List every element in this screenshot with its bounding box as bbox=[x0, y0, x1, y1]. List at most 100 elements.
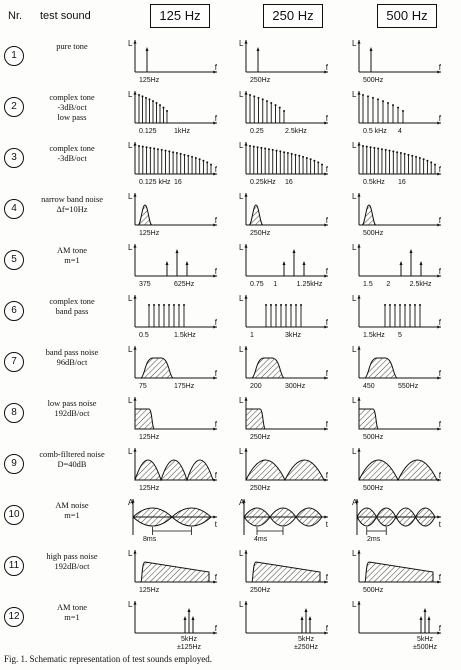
harmonic-tip bbox=[285, 304, 287, 306]
harmonic-tip bbox=[141, 145, 144, 148]
plot-cell: Lf 0.25kHz 16 bbox=[239, 141, 329, 186]
row-label: band pass noise 96dB/oct bbox=[22, 348, 122, 368]
harmonic-tip bbox=[399, 152, 402, 155]
row-number: 6 bbox=[4, 301, 24, 321]
row-label: AM tone m=1 bbox=[22, 246, 122, 266]
x-axis-head bbox=[213, 515, 217, 519]
plot-cell: Lf 250Hz bbox=[239, 549, 329, 594]
row-number: 7 bbox=[4, 352, 24, 372]
harmonic-tip bbox=[380, 148, 383, 151]
y-axis-head bbox=[244, 397, 248, 401]
spectral-line-head bbox=[145, 47, 149, 51]
row-label: complex tone band pass bbox=[22, 297, 122, 317]
x-axis-label: f bbox=[215, 318, 218, 327]
plot-cell: Lf 0.25 2.5kHz bbox=[239, 90, 329, 135]
x-axis-head bbox=[437, 580, 441, 584]
noise-band bbox=[140, 357, 174, 379]
y-axis-head bbox=[244, 40, 248, 44]
y-axis-label: A bbox=[239, 498, 245, 507]
harmonic-tip bbox=[270, 102, 273, 104]
x-axis-label: f bbox=[326, 420, 329, 429]
carrier-line-head bbox=[409, 249, 413, 253]
tick-label: 375 bbox=[139, 281, 151, 288]
y-axis-label: A bbox=[352, 498, 358, 507]
harmonic-tip bbox=[414, 304, 416, 306]
tick-label: 125Hz bbox=[139, 434, 160, 441]
harmonic-tip bbox=[260, 146, 263, 149]
row-label-line: high pass noise bbox=[46, 552, 98, 561]
tick-label: 300Hz bbox=[285, 383, 306, 390]
harmonic-tip bbox=[264, 147, 267, 150]
row-label-line: m=1 bbox=[64, 256, 80, 265]
harmonic-tip bbox=[313, 159, 316, 162]
plot-cell: At 2ms bbox=[352, 498, 442, 543]
x-axis-label: f bbox=[439, 420, 442, 429]
row-number: 2 bbox=[4, 97, 24, 117]
y-axis-head bbox=[133, 550, 137, 554]
harmonic-tip bbox=[274, 104, 277, 107]
harmonic-tip bbox=[286, 152, 289, 155]
harmonic-tip bbox=[183, 304, 185, 306]
plot-cell: Lf 1.5kHz 5 bbox=[352, 294, 442, 339]
x-axis-head bbox=[437, 515, 441, 519]
x-axis-head bbox=[213, 274, 217, 278]
y-axis-label: L bbox=[128, 396, 133, 405]
x-axis-head bbox=[324, 274, 328, 278]
harmonic-tip bbox=[309, 158, 312, 161]
x-axis-label: f bbox=[439, 369, 442, 378]
x-axis-label: f bbox=[439, 216, 442, 225]
tick-label: 0.25 bbox=[250, 128, 264, 135]
carrier-line-head bbox=[423, 608, 427, 612]
harmonic-tip bbox=[396, 151, 399, 154]
harmonic-tip bbox=[372, 96, 374, 99]
x-axis-head bbox=[213, 223, 217, 227]
noise-band bbox=[251, 561, 321, 583]
harmonic-tip bbox=[168, 150, 171, 153]
y-axis-head bbox=[133, 142, 137, 146]
tick-label: 500Hz bbox=[363, 485, 384, 492]
harmonic-tip bbox=[434, 163, 436, 166]
harmonic-tip bbox=[430, 161, 433, 164]
x-axis-label: f bbox=[215, 63, 218, 72]
row-label-line: pure tone bbox=[56, 42, 88, 51]
plot-cell: Lf 250Hz bbox=[239, 39, 329, 84]
x-axis-head bbox=[437, 121, 441, 125]
harmonic-tip bbox=[298, 154, 301, 157]
y-axis-label: L bbox=[239, 90, 244, 99]
x-axis-head bbox=[437, 376, 441, 380]
y-axis-head bbox=[244, 601, 248, 605]
noise-band bbox=[140, 561, 210, 583]
tick-label: 5kHz bbox=[417, 636, 433, 643]
tick-label: 0.125 bbox=[139, 128, 157, 135]
noise-band bbox=[364, 357, 398, 379]
harmonic-tip bbox=[206, 161, 209, 164]
x-axis-label: t bbox=[439, 520, 442, 529]
row-number: 8 bbox=[4, 403, 24, 423]
x-axis-label: f bbox=[326, 318, 329, 327]
harmonic-tip bbox=[402, 110, 404, 112]
comb-spectrum bbox=[134, 459, 214, 482]
y-axis-label: L bbox=[239, 192, 244, 201]
harmonic-tip bbox=[407, 153, 410, 156]
harmonic-tip bbox=[394, 304, 396, 306]
harmonic-tip bbox=[280, 304, 282, 306]
spectral-line-head bbox=[369, 47, 373, 51]
plot-cell: Lf 5kHz±250Hz bbox=[239, 600, 329, 651]
harmonic-tip bbox=[283, 151, 286, 154]
tick-label: 5 bbox=[398, 332, 402, 339]
harmonic-tip bbox=[275, 304, 277, 306]
harmonic-tip bbox=[373, 146, 376, 149]
harmonic-tip bbox=[152, 100, 154, 103]
row-label-line: D=40dB bbox=[57, 460, 87, 469]
harmonic-tip bbox=[365, 145, 368, 148]
y-axis-label: L bbox=[352, 396, 357, 405]
y-axis-label: L bbox=[239, 345, 244, 354]
x-axis-label: f bbox=[326, 624, 329, 633]
noise-band bbox=[361, 204, 377, 226]
tick-label: 1.5kHz bbox=[174, 332, 196, 339]
harmonic-tip bbox=[261, 98, 264, 101]
row-label: comb-filtered noise D=40dB bbox=[22, 450, 122, 470]
x-axis-head bbox=[213, 121, 217, 125]
harmonic-tip bbox=[384, 148, 387, 151]
x-axis-label: t bbox=[215, 520, 218, 529]
